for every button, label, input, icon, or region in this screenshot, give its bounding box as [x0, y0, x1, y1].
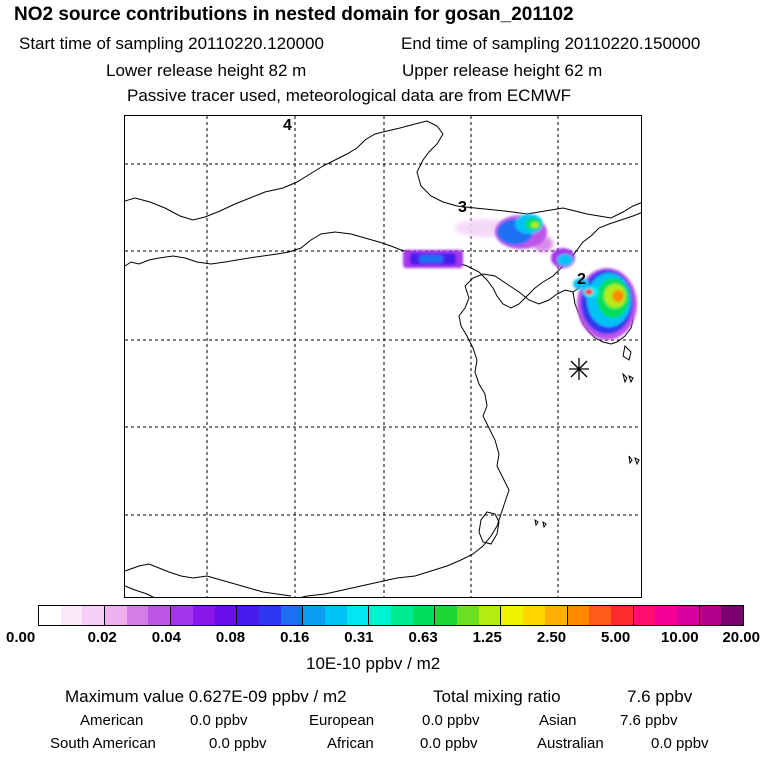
colorbar-segment [214, 606, 238, 625]
china-coast [300, 285, 510, 597]
southwest-border-2 [125, 585, 155, 597]
colorbar-segment [412, 606, 436, 625]
colorbar-tick-label: 10.00 [661, 629, 699, 646]
colorbar-tick-label: 2.50 [536, 629, 567, 646]
colorbar-tick-label: 0.16 [280, 629, 310, 646]
upper-release-label: Upper release height 62 m [402, 61, 603, 80]
bohai-coast [464, 273, 574, 305]
colorbar-tick-label: 5.00 [601, 629, 631, 646]
colorbar-segment [435, 606, 458, 625]
colorbar-segment [192, 606, 215, 625]
colorbar-segment [60, 606, 83, 625]
colorbar-segment [148, 606, 172, 625]
colorbar-segment [610, 606, 634, 625]
tracer-note: Passive tracer used, meteorological data… [127, 86, 572, 105]
colorbar-tick-label: 0.00 [6, 629, 36, 646]
source-label-3: 3 [458, 199, 467, 216]
colorbar-tick-label: 0.02 [87, 629, 117, 646]
receptor-marker-icon [569, 358, 589, 380]
colorbar-segment [105, 606, 127, 625]
colorbar-tick-label: 0.63 [408, 629, 438, 646]
colorbar-segment [324, 606, 347, 625]
max-value-label: Maximum value 0.627E-09 ppbv / m2 [65, 687, 347, 706]
island-chain [622, 372, 640, 466]
japan-islands [622, 344, 632, 361]
lat-lon-grid [125, 116, 641, 597]
colorbar-segment [280, 606, 304, 625]
colorbar-segment [303, 606, 325, 625]
region-american-value: 0.0 ppbv [190, 712, 248, 729]
colorbar-segment [82, 606, 106, 625]
colorbar-segment [457, 606, 479, 625]
colorbar-segment [237, 606, 259, 625]
end-time-label: End time of sampling 20110220.150000 [401, 34, 701, 53]
southwest-border [125, 563, 292, 597]
colorbar-segment [171, 606, 193, 625]
tracer-plume [403, 214, 637, 340]
colorbar-tick-label: 1.25 [472, 629, 502, 646]
region-asian: Asian [539, 712, 577, 729]
colorbar-segment [655, 606, 677, 625]
plume-korea [573, 268, 637, 340]
colorbar-tick-label: 0.04 [151, 629, 181, 646]
colorbar-segment [589, 606, 611, 625]
region-american: American [80, 712, 144, 729]
colorbar-segment [39, 606, 61, 625]
region-australian: Australian [537, 735, 604, 752]
source-label-2: 2 [577, 271, 586, 288]
colorbar-segment [501, 606, 524, 625]
region-south-american: South American [50, 735, 156, 752]
northern-border [125, 120, 641, 221]
colorbar-segment [633, 606, 656, 625]
colorbar-segment [126, 606, 149, 625]
colorbar-tick-label: 0.08 [215, 629, 246, 646]
colorbar-tick-label: 0.31 [344, 629, 374, 646]
map-panel: 4 3 2 [124, 115, 642, 598]
total-mixing-value: 7.6 ppbv [627, 687, 693, 706]
colorbar [38, 605, 744, 626]
colorbar-segment [676, 606, 700, 625]
lower-release-label: Lower release height 82 m [106, 61, 307, 80]
taiwan [478, 511, 500, 545]
map-canvas: 4 3 2 [125, 116, 641, 597]
colorbar-segment [567, 606, 590, 625]
colorbar-segment [699, 606, 722, 625]
plume-west [403, 250, 463, 268]
colorbar-tick-label: 20.00 [722, 629, 760, 646]
region-african: African [327, 735, 374, 752]
colorbar-segment [721, 606, 743, 625]
start-time-label: Start time of sampling 20110220.120000 [19, 34, 324, 53]
colorbar-segment [544, 606, 568, 625]
plume-coastal [551, 248, 575, 268]
colorbar-segment [346, 606, 370, 625]
colorbar-segment [391, 606, 413, 625]
colorbar-unit: 10E-10 ppbv / m2 [306, 654, 441, 673]
map-title: NO2 source contributions in nested domai… [14, 4, 574, 25]
colorbar-segment [523, 606, 545, 625]
colorbar-segment [369, 606, 391, 625]
region-european-value: 0.0 ppbv [422, 712, 480, 729]
region-australian-value: 0.0 ppbv [651, 735, 709, 752]
region-european: European [309, 712, 375, 729]
total-mixing-label: Total mixing ratio [433, 687, 561, 706]
source-label-4: 4 [283, 117, 292, 134]
plume-north [495, 214, 547, 249]
islands-east [534, 518, 547, 529]
colorbar-segment [478, 606, 502, 625]
colorbar-segment [258, 606, 281, 625]
region-african-value: 0.0 ppbv [420, 735, 478, 752]
region-asian-value: 7.6 ppbv [620, 712, 678, 729]
region-south-american-value: 0.0 ppbv [209, 735, 267, 752]
